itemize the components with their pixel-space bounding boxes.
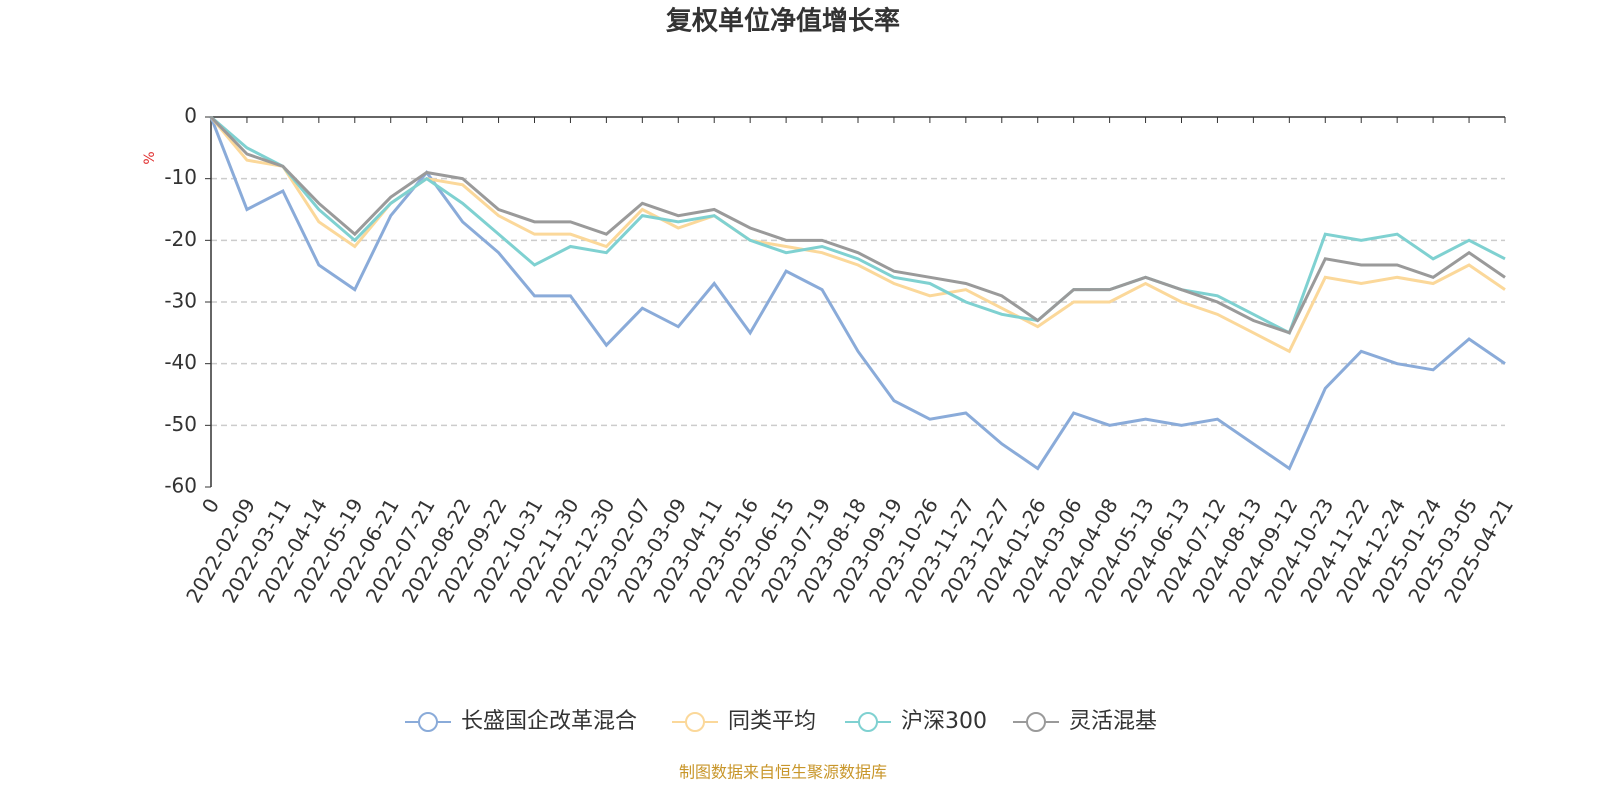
y-axis-label: % — [142, 151, 158, 164]
y-tick-label: -60 — [164, 474, 197, 498]
series-line — [210, 115, 1506, 335]
legend-label: 同类平均 — [728, 709, 816, 734]
x-tick-label: 0 — [197, 494, 224, 517]
legend-label: 灵活混基 — [1069, 709, 1157, 734]
y-tick-label: -10 — [164, 165, 197, 189]
y-tick-label: -50 — [164, 412, 197, 436]
series-line — [209, 116, 1506, 471]
series-line — [209, 116, 1506, 354]
y-tick-label: -20 — [164, 227, 197, 251]
series-line — [209, 115, 1506, 335]
legend-label: 长盛国企改革混合 — [461, 709, 637, 734]
chart-title: 复权单位净值增长率 — [666, 6, 900, 37]
y-tick-label: 0 — [184, 104, 197, 128]
legend-swatch-marker — [685, 712, 705, 732]
y-tick-label: -30 — [164, 289, 197, 313]
legend-swatch-marker — [1026, 712, 1046, 732]
legend-swatch-marker — [418, 712, 438, 732]
legend-swatch-marker — [858, 712, 878, 732]
y-tick-label: -40 — [164, 350, 197, 374]
legend-label: 沪深300 — [901, 709, 987, 734]
source-note: 制图数据来自恒生聚源数据库 — [679, 763, 887, 782]
